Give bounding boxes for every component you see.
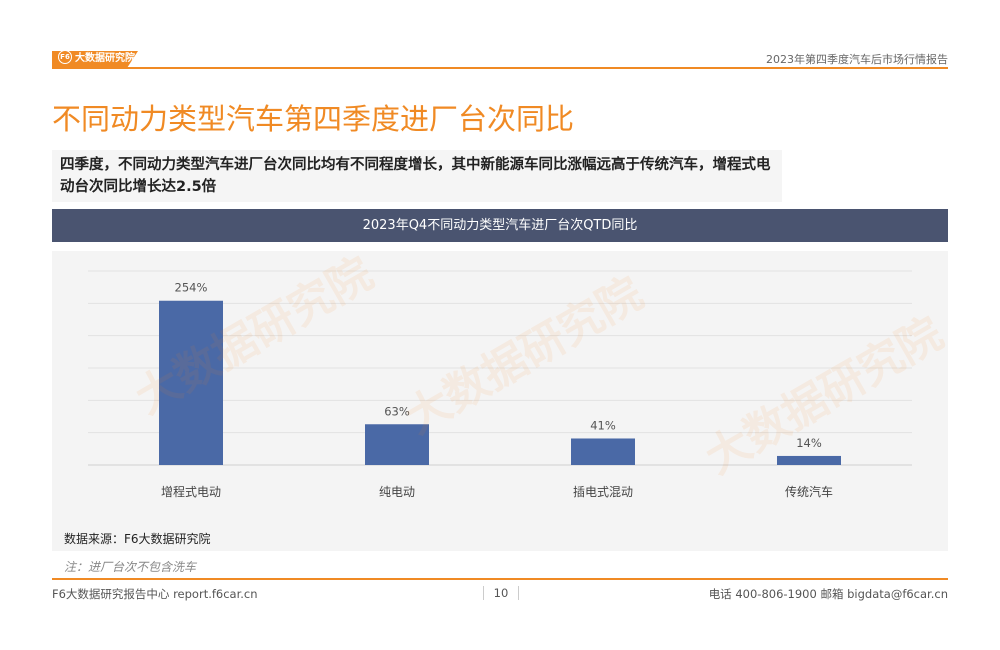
bar-value-label: 14% [796,436,822,450]
bar [777,455,841,465]
bar [159,300,223,465]
bar-chart: 254% 63% 41% 14% 增程式电动 纯电动 插电式混动 传统汽车 [88,270,912,499]
chart-grid [88,270,912,466]
bar [571,438,635,465]
category-label: 纯电动 [379,485,415,499]
bar-value-label: 41% [590,418,616,432]
page-number: 10 [483,586,519,600]
f6-logo-icon: F6 [58,51,72,64]
data-source: 数据来源：F6大数据研究院 [64,532,211,546]
brand-logo: F6 大数据研究院 [52,51,138,67]
chart-category-labels: 增程式电动 纯电动 插电式混动 传统汽车 [161,484,833,499]
bar-value-label: 63% [384,404,410,418]
footnote: 注：进厂台次不包含洗车 [64,560,197,574]
page-title: 不同动力类型汽车第四季度进厂台次同比 [52,102,575,136]
chart-title: 2023年Q4不同动力类型汽车进厂台次QTD同比 [52,209,948,242]
logo-text: 大数据研究院 [75,53,135,64]
chart-bars [159,300,841,465]
footer-contact: 电话 400-806-1900 邮箱 bigdata@f6car.cn [708,587,948,601]
category-label: 插电式混动 [573,485,633,499]
header-divider [52,67,948,69]
footer-divider [52,578,948,580]
bar [365,424,429,465]
bar-value-label: 254% [175,281,208,295]
report-name: 2023年第四季度汽车后市场行情报告 [766,53,948,66]
category-label: 增程式电动 [161,484,221,499]
chart-value-labels: 254% 63% 41% 14% [175,281,822,450]
category-label: 传统汽车 [785,484,833,499]
summary-text: 四季度，不同动力类型汽车进厂台次同比均有不同程度增长，其中新能源车同比涨幅远高于… [52,150,782,202]
footer-report-center: F6大数据研究报告中心 report.f6car.cn [52,587,258,601]
